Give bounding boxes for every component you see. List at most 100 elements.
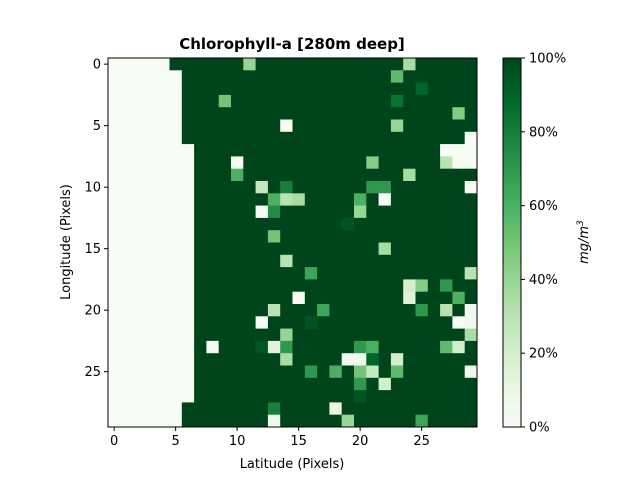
heatmap-cell (108, 107, 121, 120)
heatmap-cell (120, 230, 133, 243)
heatmap-cell (390, 377, 404, 391)
heatmap-cell (378, 205, 392, 219)
heatmap-cell (231, 377, 244, 391)
heatmap-cell (354, 58, 367, 71)
heatmap-cell (366, 181, 379, 194)
heatmap-cell (255, 107, 269, 120)
heatmap-cell (157, 304, 170, 317)
heatmap-cell (403, 316, 416, 329)
heatmap-cell (231, 70, 244, 83)
heatmap-cell (354, 205, 367, 219)
heatmap-cell (194, 304, 207, 317)
heatmap-cell (403, 353, 416, 366)
heatmap-cell (108, 390, 121, 403)
heatmap-cell (329, 131, 342, 145)
heatmap-cell (144, 131, 158, 145)
heatmap-cell (157, 205, 170, 219)
heatmap-cell (267, 304, 281, 317)
heatmap-cell (120, 291, 133, 305)
heatmap-cell (108, 217, 121, 231)
heatmap-cell (354, 94, 367, 108)
heatmap-cell (132, 230, 146, 243)
heatmap-cell (231, 58, 244, 71)
heatmap-cell (341, 414, 355, 428)
heatmap-cell (144, 414, 158, 428)
heatmap-cell (108, 82, 121, 96)
heatmap-cell (452, 94, 465, 108)
heatmap-cell (108, 254, 121, 268)
heatmap-cell (267, 291, 281, 305)
heatmap-cell (366, 131, 379, 145)
heatmap-cell (427, 119, 441, 133)
heatmap-cell (243, 304, 256, 317)
heatmap-cell (317, 82, 330, 96)
heatmap-cell (329, 365, 342, 379)
heatmap-cell (390, 107, 404, 120)
heatmap-cell (243, 107, 256, 120)
heatmap-cell (169, 82, 183, 96)
heatmap-cell (280, 267, 293, 280)
heatmap-cell (427, 279, 441, 292)
plot-frame (107, 57, 478, 428)
heatmap-cell (231, 107, 244, 120)
heatmap-cell (390, 254, 404, 268)
heatmap-cell (169, 390, 183, 403)
heatmap-cell (464, 328, 478, 342)
heatmap-cell (231, 242, 244, 256)
heatmap-cell (132, 156, 146, 169)
heatmap-cell (280, 414, 293, 428)
heatmap-cell (255, 193, 269, 206)
heatmap-cell (108, 304, 121, 317)
heatmap-cell (304, 107, 318, 120)
heatmap-cell (231, 402, 244, 415)
heatmap-cell (181, 107, 195, 120)
heatmap-cell (304, 82, 318, 96)
heatmap-cell (243, 340, 256, 354)
heatmap-cell (403, 181, 416, 194)
heatmap-cell (132, 304, 146, 317)
heatmap-cell (366, 267, 379, 280)
heatmap-cell (304, 254, 318, 268)
heatmap-cell (255, 365, 269, 379)
heatmap-cell (108, 402, 121, 415)
heatmap-cell (390, 70, 404, 83)
heatmap-cell (132, 58, 146, 71)
heatmap-cell (120, 328, 133, 342)
heatmap-cell (464, 58, 478, 71)
heatmap-cell (206, 328, 219, 342)
x-axis-label: Latitude (Pixels) (240, 457, 345, 472)
heatmap-cell (354, 291, 367, 305)
heatmap-cell (169, 131, 183, 145)
heatmap-cell (181, 377, 195, 391)
heatmap-cell (181, 304, 195, 317)
heatmap-cell (206, 353, 219, 366)
heatmap-cell (132, 82, 146, 96)
heatmap-cell (243, 70, 256, 83)
heatmap-cell (157, 365, 170, 379)
heatmap-cell (366, 205, 379, 219)
heatmap-cell (267, 414, 281, 428)
heatmap-cell (354, 353, 367, 366)
heatmap-cell (366, 365, 379, 379)
heatmap-cell (464, 254, 478, 268)
heatmap-cell (354, 70, 367, 83)
heatmap-cell (206, 402, 219, 415)
heatmap-cell (403, 328, 416, 342)
heatmap-cell (206, 414, 219, 428)
heatmap-cell (243, 291, 256, 305)
heatmap-cell (120, 279, 133, 292)
heatmap-cell (317, 205, 330, 219)
heatmap-cell (231, 181, 244, 194)
heatmap-cell (304, 205, 318, 219)
heatmap-cell (452, 230, 465, 243)
heatmap-cell (108, 58, 121, 71)
heatmap-cell (317, 94, 330, 108)
heatmap-cell (231, 328, 244, 342)
heatmap-cell (317, 144, 330, 157)
heatmap-cell (120, 365, 133, 379)
heatmap-cell (120, 340, 133, 354)
heatmap-cell (329, 168, 342, 182)
heatmap-cell (231, 168, 244, 182)
heatmap-cell (329, 181, 342, 194)
heatmap-cell (169, 119, 183, 133)
